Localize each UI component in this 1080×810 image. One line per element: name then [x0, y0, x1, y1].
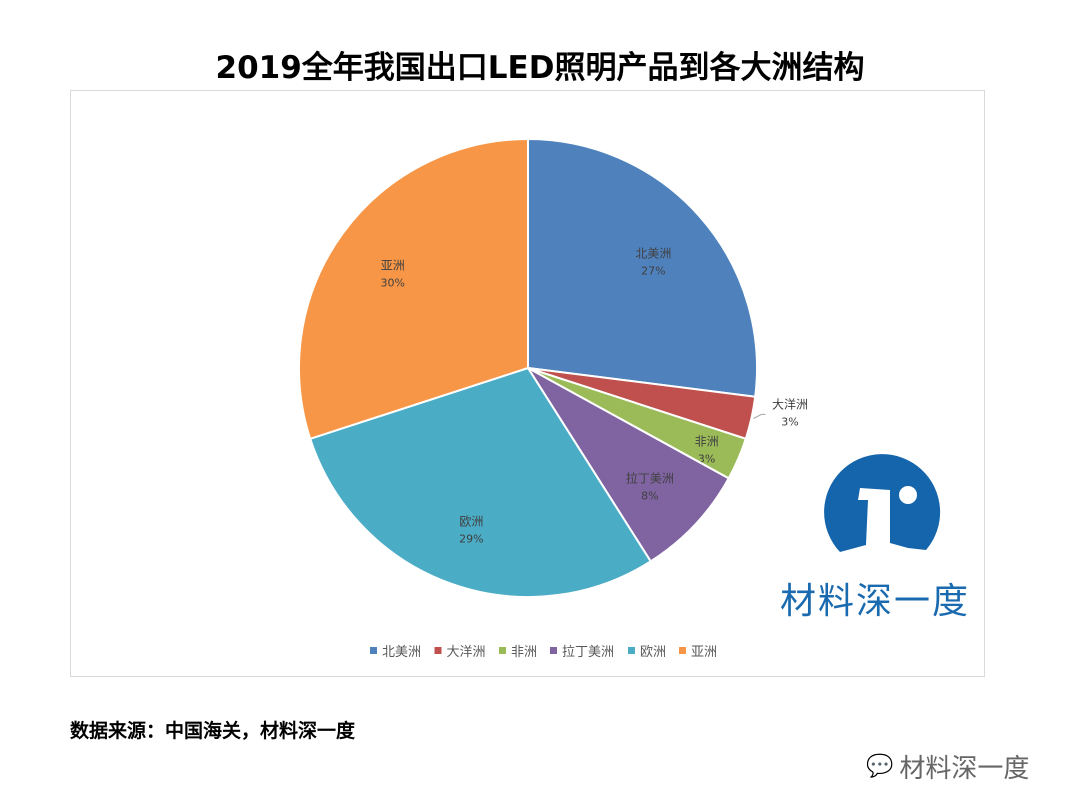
- legend-item-1: 大洋洲: [447, 645, 486, 660]
- chart-area: [70, 90, 985, 677]
- logo-icon: [824, 454, 941, 552]
- slice-label-value: 27%: [641, 264, 665, 277]
- logo: [778, 440, 998, 620]
- slice-label-name: 拉丁美洲: [626, 470, 674, 485]
- slice-label-value: 29%: [459, 532, 483, 545]
- slice-label-name: 非洲: [695, 434, 719, 448]
- watermark-text: 材料深一度: [899, 754, 1030, 784]
- logo-text: 材料深一度: [780, 581, 971, 622]
- slice-label-name: 北美洲: [635, 246, 671, 260]
- watermark: 💬 材料深一度: [866, 748, 1029, 785]
- pie-slice-0: [527, 137, 758, 398]
- wechat-icon: 💬: [866, 754, 894, 779]
- slice-label-value: 3%: [698, 452, 715, 465]
- legend-item-0: 北美洲: [382, 645, 421, 660]
- legend-swatch-4: [628, 647, 635, 654]
- legend-swatch-3: [550, 647, 557, 654]
- pie-slice-5: [298, 137, 529, 441]
- pie-slice-3: [527, 367, 731, 563]
- slice-label-name: 欧洲: [459, 514, 483, 528]
- legend-swatch-0: [370, 647, 377, 654]
- slice-label-value: 30%: [381, 277, 405, 290]
- data-source-note: 数据来源：中国海关，材料深一度: [70, 720, 356, 742]
- leader-line: [753, 413, 766, 419]
- legend-swatch-2: [499, 647, 506, 654]
- slice-label-value: 3%: [781, 415, 798, 428]
- legend-item-2: 非洲: [511, 645, 537, 660]
- legend-item-3: 拉丁美洲: [562, 645, 614, 660]
- slice-label-value: 8%: [641, 489, 658, 502]
- legend-item-4: 欧洲: [640, 645, 666, 660]
- legend-swatch-1: [434, 647, 442, 654]
- legend-swatch-5: [679, 647, 686, 654]
- pie-slice-4: [308, 366, 653, 598]
- slice-label-name: 亚洲: [381, 259, 405, 273]
- slice-label-name: 大洋洲: [772, 396, 808, 411]
- chart-title: 2019全年我国出口LED照明产品到各大洲结构: [215, 50, 865, 86]
- legend-item-5: 亚洲: [691, 645, 717, 660]
